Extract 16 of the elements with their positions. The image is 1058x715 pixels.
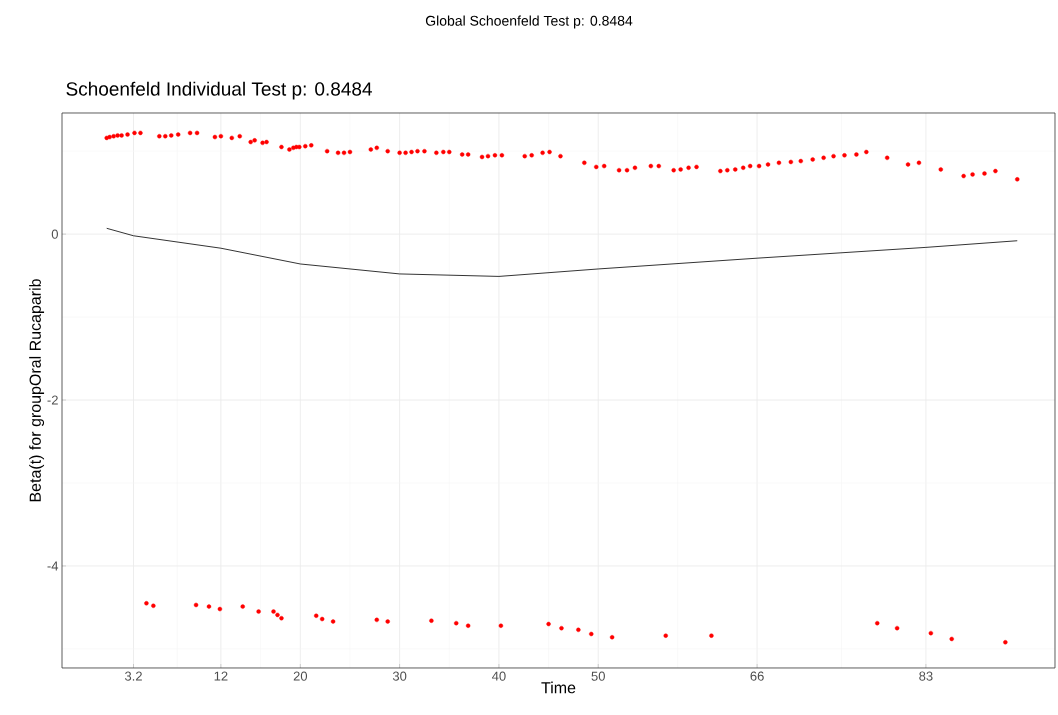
y-tick-label: -4 bbox=[47, 561, 59, 571]
x-tick-label: 3.2 bbox=[124, 671, 142, 681]
x-axis-title: Time bbox=[541, 681, 576, 694]
line-series bbox=[106, 227, 1018, 277]
chart-title: Global Schoenfeld Test p: 0.8484 bbox=[425, 15, 633, 29]
y-tick-label: -2 bbox=[47, 395, 58, 405]
x-tick-label: 30 bbox=[392, 671, 407, 681]
x-tick-label: 20 bbox=[293, 671, 308, 681]
y-axis-title: Beta(t) for groupOral Rucaparib bbox=[29, 279, 45, 502]
x-tick-label: 50 bbox=[591, 671, 605, 681]
x-tick-label: 66 bbox=[750, 671, 764, 681]
x-tick-label: 40 bbox=[491, 671, 506, 681]
x-tick-label: 83 bbox=[919, 671, 933, 681]
y-tick-label: 0 bbox=[51, 229, 58, 239]
chart-subtitle: Schoenfeld Individual Test p: 0.8484 bbox=[66, 81, 372, 100]
x-tick-label: 12 bbox=[214, 671, 228, 681]
